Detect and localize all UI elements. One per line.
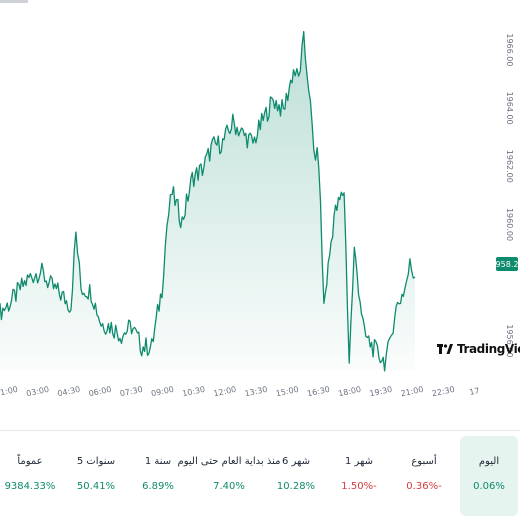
performance-period-5[interactable]: 1 سنة 6.89% — [127, 456, 189, 504]
performance-period-0[interactable]: اليوم 0.06% — [460, 436, 518, 516]
x-tick-label: 06:00 — [88, 385, 112, 399]
x-axis: 01:00 03:00 04:30 06:00 07:30 09:00 10:30 12:00… — [0, 385, 480, 399]
performance-period-7[interactable]: عموماً 9384.33% — [0, 456, 61, 504]
performance-strip: اليوم 0.06% أسبوع 0.36%- 1 شهر 1.50%- 6 شهر 10.… — [0, 430, 520, 521]
performance-period-label: عموماً — [17, 456, 43, 467]
performance-period-value: 0.06% — [473, 481, 505, 492]
performance-period-label: 6 شهر — [281, 456, 311, 467]
performance-period-label: 5 سنوات — [76, 456, 116, 467]
performance-period-1[interactable]: أسبوع 0.36%- — [393, 456, 455, 504]
performance-period-label: 1 سنة — [144, 456, 172, 467]
performance-period-4[interactable]: منذ بداية العام حتى اليوم 7.40% — [174, 456, 284, 504]
x-tick-label: 12:00 — [213, 385, 237, 399]
x-tick-label: 10:30 — [181, 385, 205, 399]
x-tick-label: 21:00 — [400, 385, 424, 399]
x-tick-label: 15:00 — [275, 385, 299, 399]
x-tick-label: 04:30 — [57, 385, 81, 399]
y-tick-label: 1966.00 — [505, 33, 514, 66]
x-tick-label: 07:30 — [119, 385, 143, 399]
performance-period-label: 1 شهر — [344, 456, 374, 467]
y-tick-label: 1964.00 — [505, 92, 514, 125]
performance-period-6[interactable]: 5 سنوات 50.41% — [65, 456, 127, 504]
y-tick-label: 1956.00 — [505, 324, 514, 357]
y-tick-label: 1960.00 — [505, 208, 514, 241]
price-chart[interactable]: 1966.00 1964.00 1962.00 1960.00 1956.00 01:0… — [0, 0, 520, 400]
toolbar-stub — [0, 0, 28, 3]
tradingview-watermark[interactable]: TradingView — [437, 338, 520, 360]
x-tick-label: 19:30 — [369, 385, 393, 399]
x-tick-label: 22:30 — [431, 385, 455, 399]
x-tick-label: 18:00 — [337, 385, 361, 399]
x-tick-label: 16:30 — [306, 385, 330, 399]
price-line — [0, 30, 416, 372]
performance-period-value: 7.40% — [213, 481, 245, 492]
last-price-badge: 1958.23 — [490, 257, 520, 271]
x-tick-label: 03:00 — [25, 385, 49, 399]
x-tick-label: 09:00 — [150, 385, 174, 399]
x-tick-label: 01:00 — [0, 385, 19, 399]
performance-period-value: 1.50%- — [341, 481, 377, 492]
performance-period-label: أسبوع — [411, 456, 437, 467]
performance-period-value: 9384.33% — [4, 481, 56, 492]
performance-period-value: 0.36%- — [406, 481, 442, 492]
performance-period-value: 50.41% — [76, 481, 116, 492]
x-tick-label: 13:30 — [244, 385, 268, 399]
tradingview-logo-icon — [437, 344, 453, 354]
tradingview-brand-text: TradingView — [457, 342, 520, 356]
performance-period-value: 6.89% — [142, 481, 174, 492]
y-tick-label: 1962.00 — [505, 150, 514, 183]
performance-period-label: اليوم — [478, 456, 500, 467]
performance-period-2[interactable]: 1 شهر 1.50%- — [328, 456, 390, 504]
price-area — [0, 31, 415, 371]
last-price-label: 1958.23 — [490, 260, 520, 269]
x-tick-label: 17 — [469, 386, 481, 397]
price-chart-svg[interactable]: 1966.00 1964.00 1962.00 1960.00 1956.00 01:0… — [0, 0, 520, 400]
y-axis: 1966.00 1964.00 1962.00 1960.00 1956.00 — [505, 33, 514, 357]
performance-period-value: 10.28% — [276, 481, 316, 492]
performance-period-label: منذ بداية العام حتى اليوم — [177, 456, 281, 467]
performance-period-3[interactable]: 6 شهر 10.28% — [265, 456, 327, 504]
